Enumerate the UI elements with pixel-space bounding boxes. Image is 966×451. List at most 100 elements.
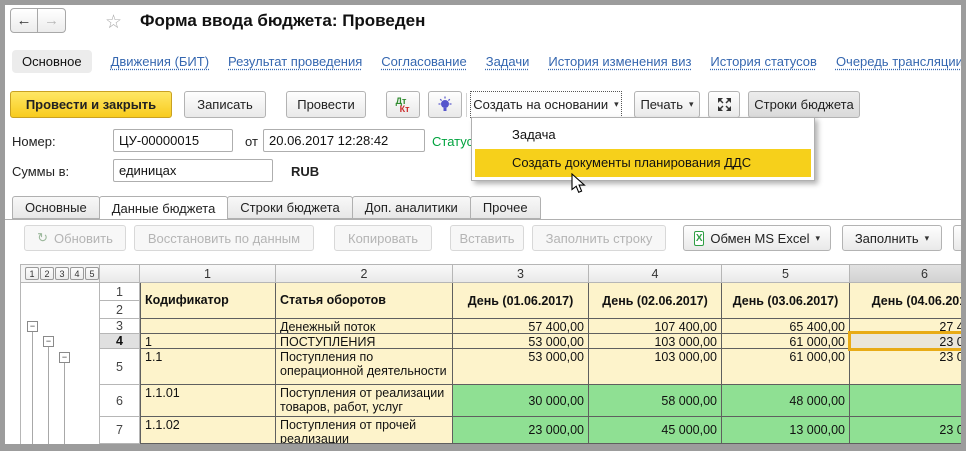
cell-article[interactable]: Денежный поток xyxy=(276,319,453,334)
group-level-3-button[interactable]: 3 xyxy=(55,267,69,280)
nav-link-posting-result[interactable]: Результат проведения xyxy=(228,53,363,69)
cell-article[interactable]: ПОСТУПЛЕНИЯ xyxy=(276,334,453,349)
refresh-button[interactable]: ↻ Обновить xyxy=(24,225,126,251)
cell-article[interactable]: Поступления по операционной деятельности xyxy=(276,349,453,385)
column-header-3[interactable]: 3 xyxy=(453,264,589,283)
cell-value[interactable]: 103 000,00 xyxy=(589,349,722,385)
row-header-selected[interactable]: 4 xyxy=(100,334,140,349)
cell-value[interactable]: 30 000,00 xyxy=(453,385,589,417)
lightbulb-icon xyxy=(438,96,452,111)
budget-rows-button[interactable]: Строки бюджета xyxy=(748,91,860,118)
restore-by-data-button[interactable]: Восстановить по данным xyxy=(134,225,314,251)
clipped-button[interactable] xyxy=(953,225,961,251)
menu-item-task[interactable]: Задача xyxy=(512,127,556,142)
nav-link-tasks[interactable]: Задачи xyxy=(485,53,530,69)
cell-value[interactable]: 103 000,00 xyxy=(589,334,722,349)
back-button[interactable]: ← xyxy=(10,8,38,33)
tab-budget-data[interactable]: Данные бюджета xyxy=(98,196,229,220)
cell-code[interactable]: 1.1 xyxy=(140,349,276,385)
nav-tab-main[interactable]: Основное xyxy=(12,49,92,73)
cell-value[interactable]: 65 400,00 xyxy=(722,319,850,334)
create-based-on-menu: Задача Создать документы планирования ДД… xyxy=(471,117,815,181)
row-header[interactable]: 7 xyxy=(100,417,140,444)
sums-in-input[interactable] xyxy=(113,159,273,182)
favorite-star-icon[interactable]: ☆ xyxy=(105,12,123,33)
cell-value[interactable]: 45 000,00 xyxy=(589,417,722,444)
cell-article[interactable]: Поступления от реализации товаров, работ… xyxy=(276,385,453,417)
cell-value[interactable]: 107 400,00 xyxy=(589,319,722,334)
header-day1[interactable]: День (01.06.2017) xyxy=(453,283,589,319)
row-header[interactable]: 1 xyxy=(100,283,140,301)
header-article[interactable]: Статья оборотов xyxy=(276,283,453,319)
header-day4[interactable]: День (04.06.2017) xyxy=(850,283,961,319)
fullscreen-button[interactable] xyxy=(708,91,740,118)
nav-link-broadcast-queue[interactable]: Очередь трансляции xyxy=(835,53,963,69)
cell-article[interactable]: Поступления от прочей реализации xyxy=(276,417,453,444)
group-level-4-button[interactable]: 4 xyxy=(70,267,84,280)
header-day2[interactable]: День (02.06.2017) xyxy=(589,283,722,319)
nav-link-approval[interactable]: Согласование xyxy=(381,53,467,69)
cell-value[interactable] xyxy=(850,385,961,417)
ms-excel-exchange-button[interactable]: X Обмен MS Excel ▾ xyxy=(683,225,831,251)
copy-button[interactable]: Копировать xyxy=(334,225,432,251)
header-day3[interactable]: День (03.06.2017) xyxy=(722,283,850,319)
cell-value[interactable]: 23 000,00 xyxy=(850,349,961,385)
group-level-5-button[interactable]: 5 xyxy=(85,267,99,280)
cell-value[interactable]: 61 000,00 xyxy=(722,334,850,349)
tree-area xyxy=(20,283,100,444)
column-header-5[interactable]: 5 xyxy=(722,264,850,283)
cell-code[interactable]: 1.1.01 xyxy=(140,385,276,417)
cell-value[interactable]: 27 400,00 xyxy=(850,319,961,334)
collapse-icon[interactable]: − xyxy=(59,352,70,363)
post-button[interactable]: Провести xyxy=(286,91,366,118)
dtkt-button[interactable]: Дт Кт xyxy=(386,91,420,118)
post-and-close-button[interactable]: Провести и закрыть xyxy=(10,91,172,118)
group-level-2-button[interactable]: 2 xyxy=(40,267,54,280)
write-button[interactable]: Записать xyxy=(184,91,266,118)
paste-button[interactable]: Вставить xyxy=(450,225,524,251)
row-header[interactable]: 2 xyxy=(100,301,140,319)
header-codifier[interactable]: Кодификатор xyxy=(140,283,276,319)
cell-value[interactable]: 58 000,00 xyxy=(589,385,722,417)
cell-value[interactable]: 53 000,00 xyxy=(453,334,589,349)
nav-link-movements[interactable]: Движения (БИТ) xyxy=(110,53,210,69)
explain-button[interactable] xyxy=(428,91,462,118)
fill-row-button[interactable]: Заполнить строку xyxy=(532,225,666,251)
chevron-down-icon: ▾ xyxy=(614,99,619,109)
collapse-icon[interactable]: − xyxy=(27,321,38,332)
cell-code[interactable]: 1.1.02 xyxy=(140,417,276,444)
cell-value[interactable]: 61 000,00 xyxy=(722,349,850,385)
row-header[interactable]: 3 xyxy=(100,319,140,334)
cell-value[interactable]: 13 000,00 xyxy=(722,417,850,444)
create-based-on-button[interactable]: Создать на основании ▾ xyxy=(470,91,622,118)
tree-stem-level1 xyxy=(32,332,33,444)
number-label: Номер: xyxy=(12,134,56,149)
tab-main[interactable]: Основные xyxy=(12,196,100,219)
tab-budget-rows[interactable]: Строки бюджета xyxy=(227,196,353,219)
column-header-4[interactable]: 4 xyxy=(589,264,722,283)
nav-link-visa-history[interactable]: История изменения виз xyxy=(548,53,692,69)
forward-button[interactable]: → xyxy=(38,8,66,33)
tab-extra-analytics[interactable]: Доп. аналитики xyxy=(351,196,471,219)
cell-value[interactable]: 53 000,00 xyxy=(453,349,589,385)
number-input[interactable] xyxy=(113,129,233,152)
group-level-1-button[interactable]: 1 xyxy=(25,267,39,280)
collapse-icon[interactable]: − xyxy=(43,336,54,347)
cell-code[interactable]: 1 xyxy=(140,334,276,349)
nav-link-status-history[interactable]: История статусов xyxy=(710,53,817,69)
cell-value[interactable]: 48 000,00 xyxy=(722,385,850,417)
menu-item-create-dds-documents[interactable]: Создать документы планирования ДДС xyxy=(475,149,811,177)
fill-button[interactable]: Заполнить ▾ xyxy=(842,225,942,251)
cell-value[interactable]: 57 400,00 xyxy=(453,319,589,334)
date-input[interactable] xyxy=(263,129,425,152)
tab-other[interactable]: Прочее xyxy=(469,196,541,219)
row-header[interactable]: 5 xyxy=(100,349,140,385)
cell-code[interactable] xyxy=(140,319,276,334)
cell-value[interactable]: 23 000,00 xyxy=(850,417,961,444)
column-header-6[interactable]: 6 xyxy=(850,264,961,283)
row-header[interactable]: 6 xyxy=(100,385,140,417)
cell-value[interactable]: 23 000,00 xyxy=(453,417,589,444)
column-header-2[interactable]: 2 xyxy=(276,264,453,283)
column-header-1[interactable]: 1 xyxy=(140,264,276,283)
print-button[interactable]: Печать ▾ xyxy=(634,91,700,118)
